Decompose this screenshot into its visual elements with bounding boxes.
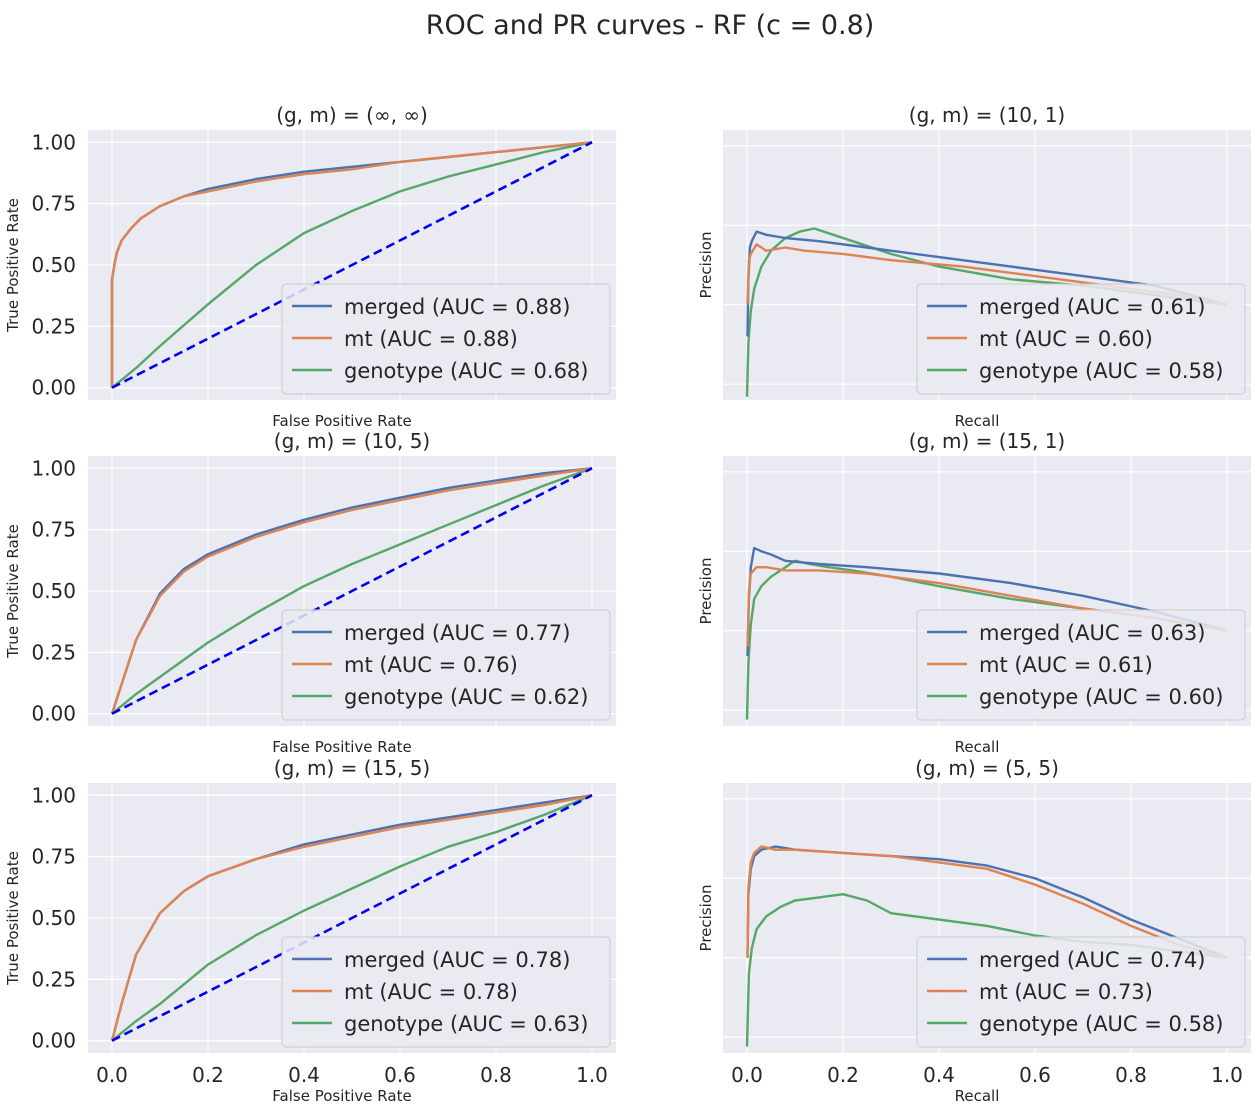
panel-5: (g, m) = (5, 5) 0.0 0.2 0.4 0.6 0.8 1.0 Recall P… <box>697 756 1251 1105</box>
y-tick-label: 0.00 <box>31 376 76 400</box>
legend-label: merged (AUC = 0.78) <box>344 948 570 972</box>
y-tick-label: 0.50 <box>31 906 76 930</box>
legend-box <box>916 283 1246 395</box>
y-tick-label: 0.50 <box>31 579 76 603</box>
y-axis-label: True Positive Rate <box>4 198 22 333</box>
y-tick-label: 0.25 <box>31 967 76 991</box>
legend-box <box>281 936 611 1048</box>
panel-title: (g, m) = (10, 5) <box>274 429 430 453</box>
legend: merged (AUC = 0.74) mt (AUC = 0.73) genoty… <box>916 936 1246 1048</box>
legend: merged (AUC = 0.77) mt (AUC = 0.76) genoty… <box>281 609 611 721</box>
y-tick-label: 0.50 <box>31 253 76 277</box>
legend-label: mt (AUC = 0.60) <box>979 327 1153 351</box>
diagonal-reference-line <box>111 794 593 1042</box>
x-axis-label: False Positive Rate <box>272 738 411 756</box>
series-line-1 <box>746 566 1228 647</box>
series-line-1 <box>110 794 593 1042</box>
legend-label: mt (AUC = 0.73) <box>979 980 1153 1004</box>
legend: merged (AUC = 0.63) mt (AUC = 0.61) genoty… <box>916 609 1246 721</box>
series-line-1 <box>746 845 1228 959</box>
series-line-1 <box>110 467 593 715</box>
y-tick-label: 0.00 <box>31 1029 76 1053</box>
figure-suptitle: ROC and PR curves - RF (c = 0.8) <box>426 10 875 41</box>
legend-box <box>916 936 1246 1048</box>
panel-title: (g, m) = (10, 1) <box>909 103 1065 127</box>
y-tick-label: 0.00 <box>31 702 76 726</box>
panel-title: (g, m) = (15, 1) <box>909 429 1065 453</box>
diagonal-reference-line <box>111 467 593 715</box>
x-tick-label: 0.6 <box>384 1063 416 1087</box>
panel-0: (g, m) = (∞, ∞) 0.00 0.25 0.50 0.75 1.00 False… <box>4 103 616 430</box>
x-tick-label: 0.2 <box>827 1063 859 1087</box>
series-line-2 <box>111 141 593 389</box>
x-tick-label: 0.8 <box>1115 1063 1147 1087</box>
legend-label: mt (AUC = 0.78) <box>344 980 518 1004</box>
x-axis-label: False Positive Rate <box>272 412 411 430</box>
legend-label: merged (AUC = 0.61) <box>979 295 1205 319</box>
legend-label: merged (AUC = 0.88) <box>344 295 570 319</box>
y-tick-label: 0.75 <box>31 192 76 216</box>
y-axis-label: Precision <box>697 885 715 952</box>
y-tick-label: 0.25 <box>31 640 76 664</box>
panel-title: (g, m) = (∞, ∞) <box>276 103 428 127</box>
legend-label: merged (AUC = 0.63) <box>979 621 1205 645</box>
x-tick-label: 0.2 <box>192 1063 224 1087</box>
legend: merged (AUC = 0.61) mt (AUC = 0.60) genoty… <box>916 283 1246 395</box>
panels: (g, m) = (∞, ∞) 0.00 0.25 0.50 0.75 1.00 False… <box>4 103 1251 1105</box>
legend-label: merged (AUC = 0.77) <box>344 621 570 645</box>
y-tick-label: 1.00 <box>31 456 76 480</box>
legend-box <box>916 609 1246 721</box>
panel-4: (g, m) = (15, 5) 0.00 0.25 0.50 0.75 1.00 0.0 0… <box>4 756 616 1105</box>
legend-label: merged (AUC = 0.74) <box>979 948 1205 972</box>
legend-label: mt (AUC = 0.76) <box>344 653 518 677</box>
x-tick-label: 0.0 <box>731 1063 763 1087</box>
series-line-2 <box>745 227 1228 397</box>
x-axis-label: False Positive Rate <box>272 1087 411 1105</box>
x-tick-label: 0.8 <box>480 1063 512 1087</box>
series-line-2 <box>111 467 593 715</box>
y-axis-label: True Positive Rate <box>4 524 22 659</box>
legend-label: mt (AUC = 0.88) <box>344 327 518 351</box>
panel-title: (g, m) = (5, 5) <box>915 756 1059 780</box>
x-tick-label: 0.4 <box>288 1063 320 1087</box>
legend: merged (AUC = 0.78) mt (AUC = 0.78) genoty… <box>281 936 611 1048</box>
x-tick-label: 0.6 <box>1019 1063 1051 1087</box>
x-axis-label: Recall <box>955 412 1000 430</box>
legend-label: genotype (AUC = 0.63) <box>344 1012 588 1036</box>
legend-label: genotype (AUC = 0.68) <box>344 359 588 383</box>
y-axis-label: True Positive Rate <box>4 851 22 986</box>
y-axis-label: Precision <box>697 232 715 299</box>
series-line-0 <box>746 546 1228 657</box>
x-tick-label: 1.0 <box>1211 1063 1243 1087</box>
legend: merged (AUC = 0.88) mt (AUC = 0.88) genoty… <box>281 283 611 395</box>
y-tick-label: 1.00 <box>31 783 76 807</box>
legend-label: mt (AUC = 0.61) <box>979 653 1153 677</box>
x-axis-label: Recall <box>955 738 1000 756</box>
panel-title: (g, m) = (15, 5) <box>274 756 430 780</box>
legend-label: genotype (AUC = 0.62) <box>344 685 588 709</box>
y-tick-label: 1.00 <box>31 130 76 154</box>
legend-label: genotype (AUC = 0.58) <box>979 359 1223 383</box>
x-tick-label: 1.0 <box>576 1063 608 1087</box>
diagonal-reference-line <box>111 141 593 389</box>
y-tick-label: 0.75 <box>31 845 76 869</box>
x-tick-label: 0.0 <box>96 1063 128 1087</box>
y-tick-label: 0.25 <box>31 314 76 338</box>
legend-box <box>281 283 611 395</box>
legend-box <box>281 609 611 721</box>
panel-2: (g, m) = (10, 5) 0.00 0.25 0.50 0.75 1.00 Fals… <box>4 429 616 756</box>
x-axis-label: Recall <box>955 1087 1000 1105</box>
x-tick-label: 0.4 <box>923 1063 955 1087</box>
series-line-0 <box>746 230 1228 337</box>
series-line-1 <box>110 141 593 388</box>
panel-1: (g, m) = (10, 1) Recall Precision merged (A… <box>697 103 1251 430</box>
y-axis-label: Precision <box>697 558 715 625</box>
legend-label: genotype (AUC = 0.60) <box>979 685 1223 709</box>
series-line-2 <box>111 794 593 1042</box>
panel-3: (g, m) = (15, 1) Recall Precision merged (A… <box>697 429 1251 756</box>
legend-label: genotype (AUC = 0.58) <box>979 1012 1223 1036</box>
y-tick-label: 0.75 <box>31 518 76 542</box>
